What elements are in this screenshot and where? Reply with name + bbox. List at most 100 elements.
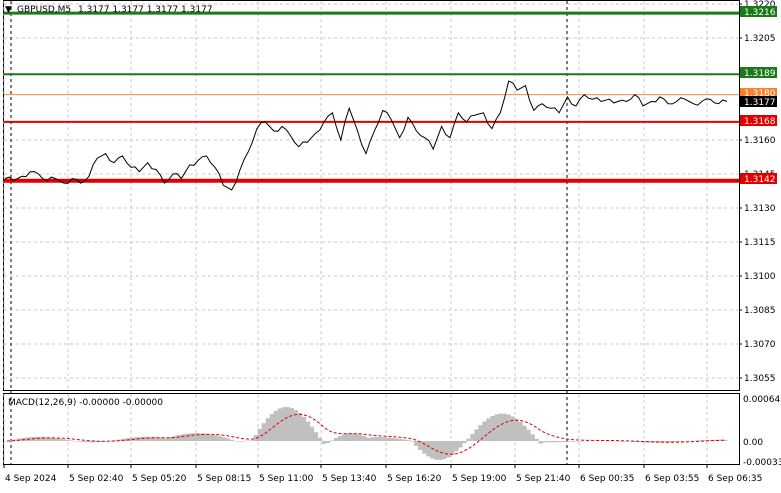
macd-bar (153, 437, 158, 441)
svg-text:1.3216: 1.3216 (744, 8, 776, 18)
macd-bar (205, 433, 210, 441)
macd-bar (185, 433, 190, 441)
macd-bar (309, 426, 315, 441)
macd-tick-zero: 0.00 (743, 438, 763, 448)
macd-bar (209, 434, 214, 441)
macd-bar (706, 439, 712, 441)
macd-bar (129, 437, 134, 441)
macd-bar (241, 441, 246, 442)
macd-bar (422, 441, 427, 454)
macd-bar (506, 414, 511, 441)
price-tick-label: 1.3205 (744, 34, 776, 44)
macd-bar (474, 429, 479, 441)
macd-bar (93, 441, 98, 443)
macd-bar (494, 414, 499, 441)
chart-triangle-icon[interactable]: ▼ (5, 5, 12, 15)
macd-bar (670, 441, 676, 443)
price-tag-1.3216: 1.3216 (740, 6, 777, 18)
macd-bar (618, 441, 623, 442)
macd-bar (249, 440, 254, 441)
macd-bar (45, 437, 50, 441)
price-axis: 1.32201.32051.31601.31451.31301.31151.31… (739, 0, 776, 384)
macd-bar (602, 440, 607, 441)
macd-bar (442, 441, 447, 460)
macd-bar (418, 441, 423, 450)
macd-bar (33, 436, 38, 441)
macd-bar (133, 437, 138, 441)
macd-bar (530, 434, 535, 441)
macd-bar (470, 434, 475, 441)
price-tick-label: 1.3130 (744, 204, 776, 214)
macd-bar (41, 436, 46, 441)
time-tick-label: 4 Sep 2024 (5, 474, 57, 484)
svg-text:1.3189: 1.3189 (744, 69, 776, 79)
macd-bar (9, 440, 14, 441)
macd-bar (289, 408, 295, 441)
macd-bar (546, 441, 551, 443)
macd-bar (225, 438, 230, 441)
macd-bar (614, 440, 619, 442)
macd-bar (273, 410, 278, 441)
macd-bar (550, 441, 555, 443)
macd-bar (297, 413, 303, 441)
macd-bar (81, 441, 86, 442)
macd-bar (61, 439, 66, 441)
macd-bar (149, 436, 154, 441)
macd-bar (350, 433, 355, 441)
macd-bar (510, 416, 515, 441)
macd-bar (145, 436, 150, 441)
macd-bar (165, 438, 170, 441)
macd-bar (109, 440, 114, 442)
macd-bar (189, 433, 194, 441)
grid-lines (3, 1, 739, 464)
macd-bar (269, 414, 274, 441)
main-plot-frame (3, 0, 740, 391)
macd-bar (197, 433, 202, 441)
macd-bar (514, 418, 519, 441)
macd-bar (458, 441, 463, 448)
time-tick-label: 5 Sep 16:20 (387, 474, 442, 484)
time-tick-label: 6 Sep 03:55 (645, 474, 699, 484)
price-tick-label: 1.3115 (744, 238, 776, 248)
macd-bar (542, 441, 547, 443)
macd-bar (77, 441, 82, 442)
macd-bar (321, 441, 327, 444)
macd-bar (598, 440, 603, 441)
macd-bar (173, 435, 178, 441)
macd-bar (277, 408, 283, 441)
svg-text:1.3142: 1.3142 (744, 175, 776, 185)
macd-bar (233, 441, 238, 442)
time-tick-label: 5 Sep 05:20 (132, 474, 187, 484)
macd-bar (702, 440, 708, 441)
macd-bar (386, 437, 391, 441)
macd-bar (354, 433, 359, 441)
macd-bar (622, 441, 627, 442)
macd-bar (317, 438, 323, 441)
time-tick-label: 6 Sep 00:35 (580, 474, 634, 484)
level-lines[interactable] (4, 11, 739, 183)
macd-bar (337, 435, 343, 441)
macd-bar (333, 438, 339, 441)
svg-text:1.3180: 1.3180 (744, 89, 776, 99)
ohlc-values: 1.3177 1.3177 1.3177 1.3177 (78, 5, 213, 15)
macd-bar (658, 441, 664, 443)
price-tick-label: 1.3100 (744, 272, 776, 282)
macd-bar (398, 439, 403, 441)
macd-bar (698, 440, 704, 441)
price-tag-current: 1.3177 (740, 96, 777, 108)
macd-bar (482, 421, 487, 441)
macd-bar (181, 434, 186, 441)
macd-bar (574, 441, 579, 442)
macd-bar (538, 441, 543, 444)
macd-bar (694, 440, 700, 441)
macd-plot-frame (3, 393, 740, 465)
macd-bar (169, 436, 174, 441)
macd-bar (490, 416, 495, 441)
macd-bar (305, 421, 311, 441)
macd-bar (370, 437, 375, 441)
macd-bar (518, 422, 523, 441)
macd-bar (261, 423, 266, 441)
macd-bar (462, 441, 467, 444)
